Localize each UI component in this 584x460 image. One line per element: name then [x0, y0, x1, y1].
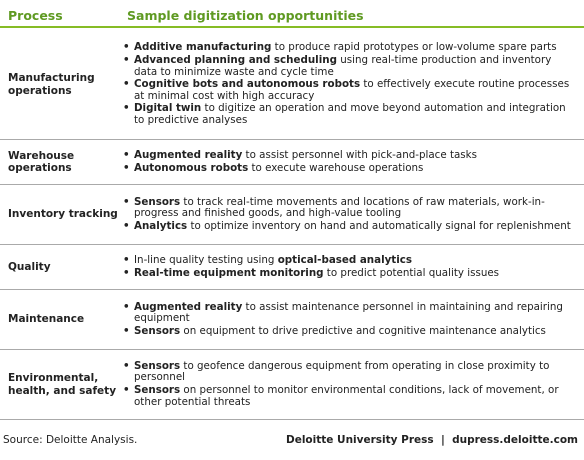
- text: to assist personnel with pick-and-place …: [242, 148, 477, 161]
- bold-text: Sensors: [134, 324, 181, 337]
- header-opportunities: Sample digitization opportunities: [127, 8, 364, 23]
- text: to digitize an operation and move beyond…: [134, 102, 566, 126]
- opportunities-cell: Sensors to track real-time movements and…: [118, 192, 584, 238]
- table-row: Warehouse operations Augmented reality to…: [0, 140, 584, 185]
- bold-text: Autonomous robots: [134, 161, 249, 174]
- opportunities-cell: Augmented reality to assist maintenance …: [118, 297, 584, 343]
- process-cell: Inventory tracking: [8, 208, 118, 221]
- process-cell: Warehouse operations: [8, 149, 75, 175]
- text: to effectively execute routine processes…: [134, 78, 570, 102]
- bullet-item: Augmented reality to assist maintenance …: [122, 300, 576, 325]
- bullet-item: Autonomous robots to execute warehouse o…: [122, 161, 576, 175]
- table-body: Manufacturing operations Additive manufac…: [0, 30, 584, 420]
- publisher-name: Deloitte University Press: [285, 434, 434, 446]
- process-cell: Maintenance: [8, 313, 85, 326]
- opportunities-cell: In-line quality testing using optical-ba…: [118, 250, 584, 284]
- text: on personnel to monitor environmental co…: [134, 384, 559, 408]
- text: to track real-time movements and locatio…: [134, 195, 545, 220]
- table-row: Maintenance Augmented reality to assist m…: [0, 290, 584, 350]
- text: In-line quality testing using: [134, 253, 278, 266]
- opportunities-cell: Augmented reality to assist personnel wi…: [118, 145, 584, 179]
- bullet-item: Augmented reality to assist personnel wi…: [122, 148, 576, 162]
- text: to produce rapid prototypes or low-volum…: [271, 41, 557, 54]
- bullet-item: Additive manufacturing to produce rapid …: [122, 42, 576, 54]
- bold-text: Digital twin: [134, 102, 202, 115]
- process-cell: Manufacturing operations: [8, 72, 95, 97]
- bold-text: Additive manufacturing: [134, 41, 272, 54]
- bullet-item: Cognitive bots and autonomous robots to …: [122, 78, 576, 102]
- bold-text: Real-time equipment monitoring: [134, 266, 324, 279]
- table-row: Quality In-line quality testing using opt…: [0, 245, 584, 290]
- header-process: Process: [8, 8, 63, 23]
- table-row: Manufacturing operations Additive manufac…: [0, 30, 584, 140]
- table-row: Environmental, health, and safetySensors…: [0, 350, 584, 420]
- table-header: Process Sample digitization opportunitie…: [0, 4, 584, 28]
- bold-text: Analytics: [134, 219, 188, 232]
- text: to predict potential quality issues: [323, 266, 500, 279]
- bold-text: Augmented reality: [134, 148, 243, 161]
- opportunities-cell: Additive manufacturing to produce rapid …: [118, 37, 584, 131]
- text: on equipment to drive predictive and cog…: [180, 324, 546, 337]
- table-row: Inventory tracking Sensors to track real-…: [0, 185, 584, 245]
- bold-text: Advanced planning and scheduling: [134, 54, 337, 67]
- bullet-item: Digital twin to digitize an operation an…: [122, 103, 576, 126]
- text: to geofence dangerous equipment from ope…: [134, 359, 550, 384]
- text: using real-time production and inventory…: [134, 54, 552, 78]
- url: dupress.deloitte.com: [452, 434, 578, 446]
- publisher: Deloitte University Press | dupress.delo…: [285, 434, 578, 446]
- process-cell: Quality: [8, 260, 51, 273]
- bold-text: Sensors: [134, 359, 181, 372]
- bullet-item: Real-time equipment monitoring to predic…: [122, 266, 576, 280]
- bold-text: Sensors: [134, 195, 181, 208]
- opportunities-cell: Sensors to geofence dangerous equipment …: [118, 356, 584, 413]
- text: to assist maintenance personnel in maint…: [134, 300, 563, 325]
- bullet-item: Sensors to geofence dangerous equipment …: [122, 359, 576, 384]
- bold-text: Augmented reality: [134, 300, 243, 313]
- bullet-item: Sensors on equipment to drive predictive…: [122, 324, 576, 338]
- text: to execute warehouse operations: [248, 161, 424, 174]
- bold-text: Cognitive bots and autonomous robots: [134, 78, 361, 91]
- source: Source: Deloitte Analysis.: [3, 434, 138, 446]
- bullet-item: In-line quality testing using optical-ba…: [122, 253, 576, 267]
- process-cell: Environmental, health, and safety: [8, 372, 117, 397]
- bold-text: Sensors: [134, 384, 181, 396]
- bullet-item: Sensors to track real-time movements and…: [122, 195, 576, 220]
- bullet-item: Analytics to optimize inventory on hand …: [122, 219, 576, 233]
- bullet-item: Advanced planning and scheduling using r…: [122, 54, 576, 78]
- bold-text: optical-based analytics: [277, 253, 412, 266]
- text: to optimize inventory on hand and automa…: [187, 219, 571, 232]
- bullet-item: Sensors on personnel to monitor environm…: [122, 384, 576, 408]
